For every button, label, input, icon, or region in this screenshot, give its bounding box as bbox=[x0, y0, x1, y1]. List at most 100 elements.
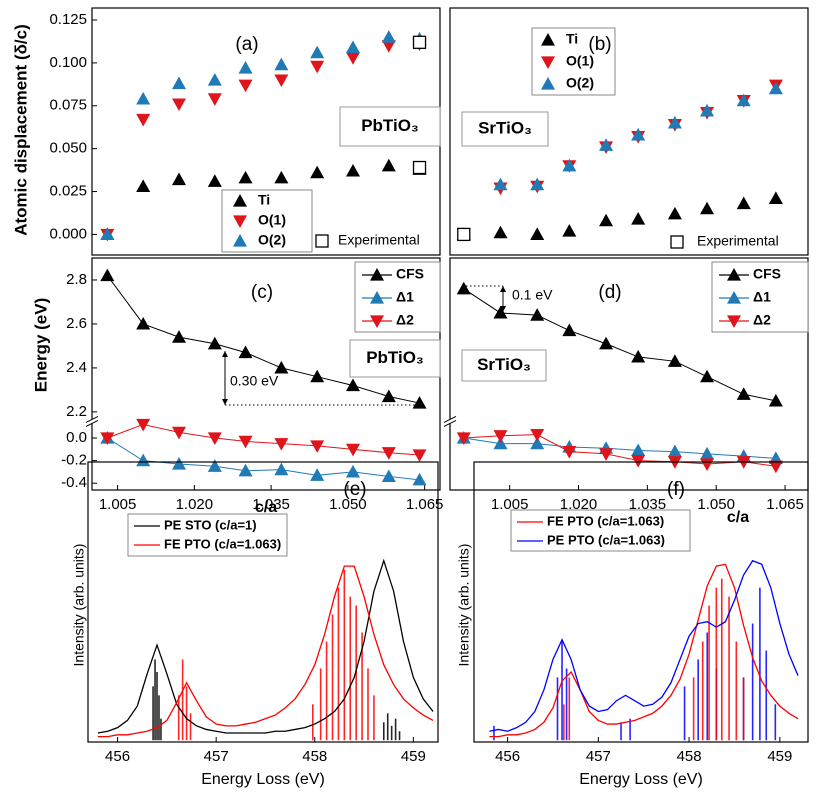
marker bbox=[238, 463, 253, 477]
marker bbox=[530, 227, 545, 241]
marker bbox=[457, 227, 471, 242]
plot-frame bbox=[473, 461, 809, 743]
series-line bbox=[463, 288, 776, 402]
marker bbox=[381, 447, 396, 460]
arrow-head bbox=[500, 286, 506, 292]
x-tick-label: 1.005 bbox=[491, 496, 529, 513]
marker bbox=[346, 378, 360, 392]
note: 0.1 eV bbox=[512, 287, 553, 303]
marker bbox=[700, 201, 715, 215]
y-axis-label: Intensity (arb. units) bbox=[71, 544, 87, 667]
marker bbox=[412, 396, 427, 409]
marker bbox=[493, 305, 508, 319]
panel-label: (d) bbox=[598, 282, 621, 303]
marker bbox=[346, 464, 360, 478]
marker bbox=[274, 360, 289, 374]
legend-marker bbox=[670, 235, 684, 249]
marker bbox=[667, 115, 682, 129]
marker bbox=[412, 472, 427, 486]
marker bbox=[736, 387, 751, 400]
series-line bbox=[463, 437, 776, 459]
x-tick-label: 1.050 bbox=[329, 496, 367, 513]
x-axis-label: c/a bbox=[255, 499, 277, 516]
marker bbox=[172, 172, 186, 186]
plot-frame bbox=[87, 461, 439, 743]
y-tick-label: 0.075 bbox=[49, 97, 87, 114]
legend-label: Δ1 bbox=[396, 289, 414, 305]
marker bbox=[238, 61, 253, 74]
legend-marker bbox=[541, 56, 555, 69]
marker bbox=[700, 103, 715, 117]
legend-box bbox=[221, 189, 313, 253]
x-tick-label: 457 bbox=[204, 748, 229, 765]
x-tick-label: 458 bbox=[677, 748, 702, 765]
legend-marker bbox=[370, 291, 384, 304]
marker bbox=[456, 432, 471, 446]
marker bbox=[631, 349, 646, 363]
marker bbox=[493, 225, 508, 239]
legend-marker bbox=[541, 77, 555, 90]
marker bbox=[736, 93, 751, 107]
marker bbox=[381, 469, 396, 483]
marker bbox=[381, 40, 396, 53]
panel-label: (c) bbox=[251, 282, 273, 303]
axis-break bbox=[443, 420, 457, 427]
x-tick-label: 1.035 bbox=[629, 496, 667, 513]
marker bbox=[562, 158, 577, 172]
y-tick-label: 2.6 bbox=[66, 315, 87, 332]
x-tick-label: 1.065 bbox=[406, 496, 444, 513]
series-line bbox=[489, 559, 799, 732]
annotation-box bbox=[461, 111, 549, 147]
marker bbox=[136, 113, 151, 127]
legend-marker bbox=[315, 234, 329, 248]
marker bbox=[412, 449, 427, 462]
legend-label: O(2) bbox=[566, 75, 594, 91]
x-tick-label: 1.065 bbox=[766, 496, 804, 513]
marker bbox=[631, 127, 646, 141]
marker bbox=[493, 177, 508, 191]
series-line bbox=[106, 275, 420, 404]
marker bbox=[530, 177, 545, 191]
legend-marker bbox=[727, 315, 741, 328]
marker bbox=[310, 468, 325, 481]
annotation: PbTiO₃ bbox=[366, 348, 424, 367]
marker bbox=[381, 158, 396, 172]
marker bbox=[310, 440, 325, 453]
x-tick-label: 1.050 bbox=[697, 496, 735, 513]
marker bbox=[207, 93, 222, 106]
marker bbox=[100, 268, 115, 282]
note: 0.30 eV bbox=[230, 373, 279, 389]
marker bbox=[238, 345, 253, 359]
marker bbox=[631, 211, 646, 225]
marker bbox=[412, 35, 427, 49]
marker bbox=[530, 429, 545, 442]
legend-label: O(2) bbox=[258, 232, 286, 248]
annotation: SrTiO₃ bbox=[477, 355, 531, 374]
marker bbox=[456, 281, 471, 295]
y-tick-label: 2.4 bbox=[66, 359, 87, 376]
marker bbox=[530, 308, 545, 321]
axis-break bbox=[86, 419, 98, 424]
legend-label: Δ2 bbox=[753, 312, 771, 328]
marker bbox=[310, 369, 325, 383]
legend-label: PE PTO (c/a=1.063) bbox=[547, 532, 665, 547]
marker bbox=[631, 443, 646, 457]
marker bbox=[136, 91, 151, 105]
legend-marker bbox=[727, 268, 741, 281]
y-axis-label: Atomic displacement (δ/c) bbox=[11, 24, 30, 236]
legend-label: O(1) bbox=[566, 53, 594, 69]
x-axis-label: c/a bbox=[727, 509, 749, 526]
marker bbox=[207, 73, 222, 86]
marker bbox=[381, 30, 396, 43]
y-tick-label: 2.2 bbox=[66, 403, 87, 420]
legend-box bbox=[354, 261, 441, 333]
marker bbox=[667, 354, 682, 367]
arrow-head bbox=[500, 306, 506, 312]
marker bbox=[599, 336, 614, 350]
y-tick-label: 0.050 bbox=[49, 140, 87, 157]
marker bbox=[310, 165, 325, 179]
legend-label: Δ1 bbox=[753, 289, 771, 305]
x-tick-label: 456 bbox=[495, 748, 520, 765]
marker bbox=[136, 316, 151, 330]
